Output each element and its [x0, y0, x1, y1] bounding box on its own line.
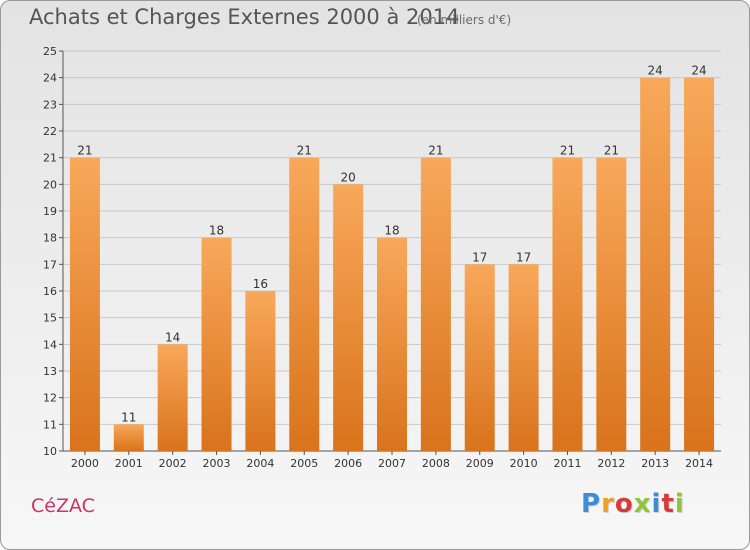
bar-value-label: 14: [165, 330, 180, 344]
logo-letter: P: [581, 489, 602, 519]
bar-value-label: 24: [691, 64, 706, 78]
logo-letter: i: [651, 489, 662, 519]
x-tick-label: 2000: [71, 457, 99, 470]
bar-value-label: 21: [560, 144, 575, 158]
y-tick-label: 23: [43, 98, 57, 111]
bar: [420, 157, 451, 451]
bar: [552, 157, 583, 451]
x-tick-label: 2008: [422, 457, 450, 470]
bar: [157, 344, 188, 451]
y-tick-label: 22: [43, 125, 57, 138]
x-tick-label: 2006: [334, 457, 362, 470]
bar-value-label: 16: [253, 277, 268, 291]
x-tick-label: 2012: [597, 457, 625, 470]
bar-value-label: 21: [604, 144, 619, 158]
bar: [201, 237, 232, 451]
y-tick-label: 20: [43, 178, 57, 191]
y-tick-label: 11: [43, 418, 57, 431]
y-tick-label: 16: [43, 285, 57, 298]
x-tick-label: 2013: [641, 457, 669, 470]
chart-subtitle: (en milliers d'€): [417, 13, 512, 27]
chart-title: Achats et Charges Externes 2000 à 2014: [29, 5, 460, 29]
bar-value-label: 17: [472, 250, 487, 264]
bar: [245, 291, 276, 451]
bar: [377, 237, 407, 451]
y-tick-label: 24: [43, 72, 57, 85]
bar: [113, 424, 144, 451]
bar-value-label: 18: [209, 224, 224, 238]
x-tick-label: 2004: [246, 457, 274, 470]
proxiti-logo[interactable]: Proxiti: [581, 489, 685, 519]
bar: [508, 264, 539, 451]
y-tick-label: 13: [43, 365, 57, 378]
bar-value-label: 18: [384, 224, 399, 238]
bar-value-label: 24: [648, 64, 663, 78]
y-tick-label: 14: [43, 338, 57, 351]
x-tick-label: 2007: [378, 457, 406, 470]
bar: [596, 157, 627, 451]
y-tick-label: 18: [43, 232, 57, 245]
y-tick-label: 19: [43, 205, 57, 218]
logo-letter: t: [661, 489, 675, 519]
bar-value-label: 21: [77, 144, 92, 158]
bar: [289, 157, 320, 451]
bar-value-label: 21: [428, 144, 443, 158]
bar: [333, 184, 364, 452]
x-tick-label: 2003: [203, 457, 231, 470]
y-tick-label: 17: [43, 258, 57, 271]
y-tick-label: 10: [43, 445, 57, 458]
bar-value-label: 11: [121, 410, 136, 424]
y-tick-label: 15: [43, 312, 57, 325]
bar-value-label: 17: [516, 250, 531, 264]
x-tick-label: 2002: [159, 457, 187, 470]
logo-letter: o: [614, 489, 634, 519]
bar: [69, 157, 100, 451]
bar: [640, 77, 671, 452]
bar-value-label: 20: [340, 170, 355, 184]
x-tick-label: 2014: [685, 457, 713, 470]
y-tick-label: 12: [43, 392, 57, 405]
x-tick-label: 2005: [290, 457, 318, 470]
logo-letter: i: [674, 489, 685, 519]
x-tick-label: 2011: [553, 457, 581, 470]
bar-value-label: 21: [297, 144, 312, 158]
city-name: CéZAC: [31, 495, 95, 517]
bar: [684, 77, 715, 452]
logo-letter: r: [601, 489, 615, 519]
x-tick-label: 2010: [510, 457, 538, 470]
x-tick-label: 2001: [115, 457, 143, 470]
y-tick-label: 21: [43, 152, 57, 165]
bar: [464, 264, 495, 451]
y-tick-label: 25: [43, 45, 57, 58]
logo-letter: x: [633, 489, 652, 519]
x-tick-label: 2009: [466, 457, 494, 470]
